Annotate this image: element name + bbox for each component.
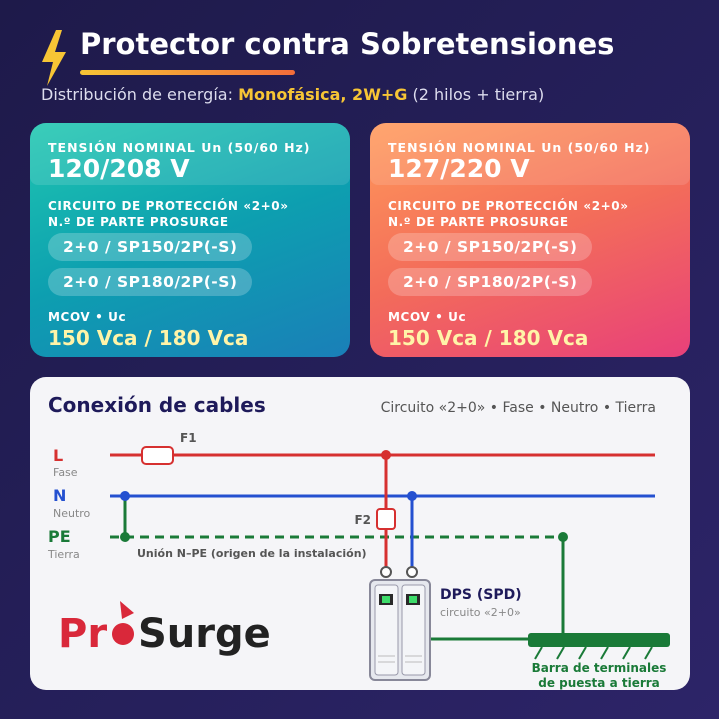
part-number: 2+0 / SP180/2P(-S): [388, 268, 593, 296]
fuse: [141, 446, 174, 465]
logo-second: Surge: [138, 611, 271, 657]
fuse-label: F2: [354, 513, 371, 527]
bond-label: Unión N–PE (origen de la instalación): [137, 547, 367, 560]
node: [381, 450, 391, 460]
spd-label: DPS (SPD): [440, 587, 522, 603]
node: [407, 491, 417, 501]
voltage-label: TENSIÓN NOMINAL Un (50/60 Hz): [48, 140, 311, 155]
indicator-light: [382, 596, 390, 603]
card: TENSIÓN NOMINAL Un (50/60 Hz) 120/208 V …: [30, 123, 350, 357]
card-top: [30, 123, 350, 185]
conductor-code: L: [53, 446, 63, 465]
indicator-light: [409, 596, 417, 603]
subtitle-highlight: Monofásica, 2W+G: [238, 85, 408, 104]
part-label: N.º DE PARTE PROSURGE: [388, 215, 569, 229]
conductor-code: N: [53, 486, 66, 505]
conductor-label: Fase: [53, 466, 78, 479]
ground-bar-label: de puesta a tierra: [538, 676, 660, 690]
fuse-label: F1: [180, 431, 197, 445]
spd-module: [401, 584, 426, 676]
logo-flag: [120, 601, 134, 619]
diagram-legend: Circuito «2+0» • Fase • Neutro • Tierra: [381, 400, 656, 416]
bolt-icon: [42, 30, 66, 86]
card: TENSIÓN NOMINAL Un (50/60 Hz) 127/220 V …: [370, 123, 690, 357]
voltage: 127/220 V: [388, 154, 530, 183]
diagram-title: Conexión de cables: [48, 393, 266, 417]
mcov-label: MCOV • Uc: [388, 310, 467, 324]
logo-first: Pr: [58, 611, 107, 657]
part-label: N.º DE PARTE PROSURGE: [48, 215, 229, 229]
subtitle-lead: Distribución de energía:: [41, 85, 233, 104]
spd-module: [374, 584, 399, 676]
fuse: [376, 508, 396, 530]
logo-o: [112, 623, 134, 645]
node: [120, 491, 130, 501]
spd-sub: circuito «2+0»: [440, 606, 521, 619]
part-number: 2+0 / SP150/2P(-S): [48, 233, 253, 261]
ground-bar-label: Barra de terminales: [532, 661, 667, 675]
circuit-label: CIRCUITO DE PROTECCIÓN «2+0»: [48, 199, 289, 213]
terminal: [406, 566, 418, 578]
subtitle-tail: (2 hilos + tierra): [412, 85, 545, 104]
title-underline: [80, 70, 295, 75]
wiring-panel: Conexión de cables Circuito «2+0» • Fase…: [30, 377, 690, 690]
terminal: [380, 566, 392, 578]
card-top: [370, 123, 690, 185]
voltage-label: TENSIÓN NOMINAL Un (50/60 Hz): [388, 140, 651, 155]
circuit-label: CIRCUITO DE PROTECCIÓN «2+0»: [388, 199, 629, 213]
title: Protector contra Sobretensiones: [80, 27, 615, 61]
conductor-label: Neutro: [53, 507, 91, 520]
part-number: 2+0 / SP150/2P(-S): [388, 233, 593, 261]
ground-bar: [528, 633, 670, 647]
voltage: 120/208 V: [48, 154, 190, 183]
conductor-label: Tierra: [47, 548, 80, 561]
part-number: 2+0 / SP180/2P(-S): [48, 268, 253, 296]
node: [558, 532, 568, 542]
mcov-label: MCOV • Uc: [48, 310, 127, 324]
conductor-code: PE: [48, 527, 71, 546]
node: [120, 532, 130, 542]
mcov: 150 Vca / 180 Vca: [388, 326, 589, 350]
subtitle: Distribución de energía: Monofásica, 2W+…: [41, 85, 544, 104]
mcov: 150 Vca / 180 Vca: [48, 326, 249, 350]
